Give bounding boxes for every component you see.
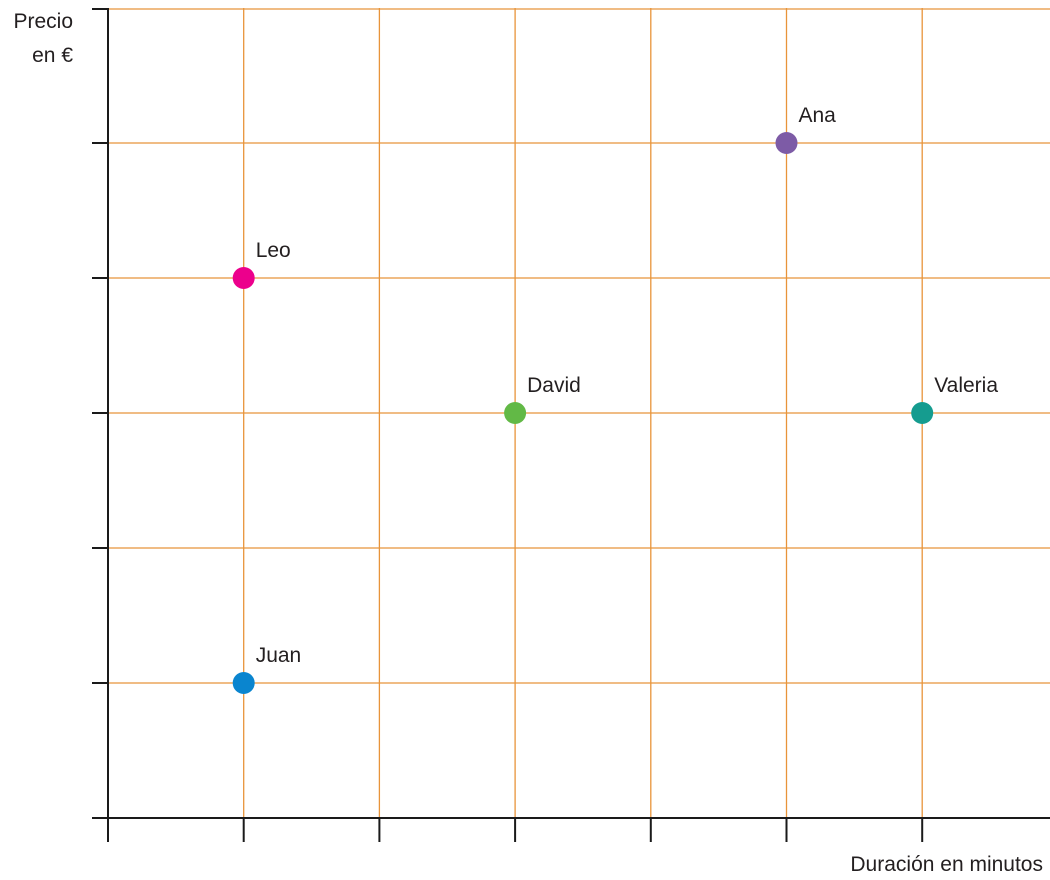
point-label: Juan [256, 644, 302, 667]
y-axis-label-line-2: en € [32, 44, 73, 67]
y-axis-label-line-1: Precio [13, 10, 73, 33]
data-point-leo: Leo [232, 239, 291, 289]
point-marker [911, 402, 934, 424]
point-marker [232, 672, 255, 694]
data-point-valeria: Valeria [911, 374, 998, 424]
point-label: Leo [256, 239, 291, 262]
point-marker [504, 402, 527, 424]
grid [108, 8, 1050, 818]
x-axis-label: Duración en minutos [850, 853, 1043, 876]
data-point-juan: Juan [232, 644, 302, 694]
point-marker [775, 132, 798, 154]
point-label: David [527, 374, 581, 397]
point-marker [232, 267, 255, 289]
point-label: Ana [799, 104, 837, 127]
data-points: Ana Leo David Valeria Juan [232, 104, 998, 694]
axis-ticks [92, 8, 924, 842]
data-point-david: David [504, 374, 581, 424]
point-label: Valeria [934, 374, 998, 397]
data-point-ana: Ana [775, 104, 837, 154]
